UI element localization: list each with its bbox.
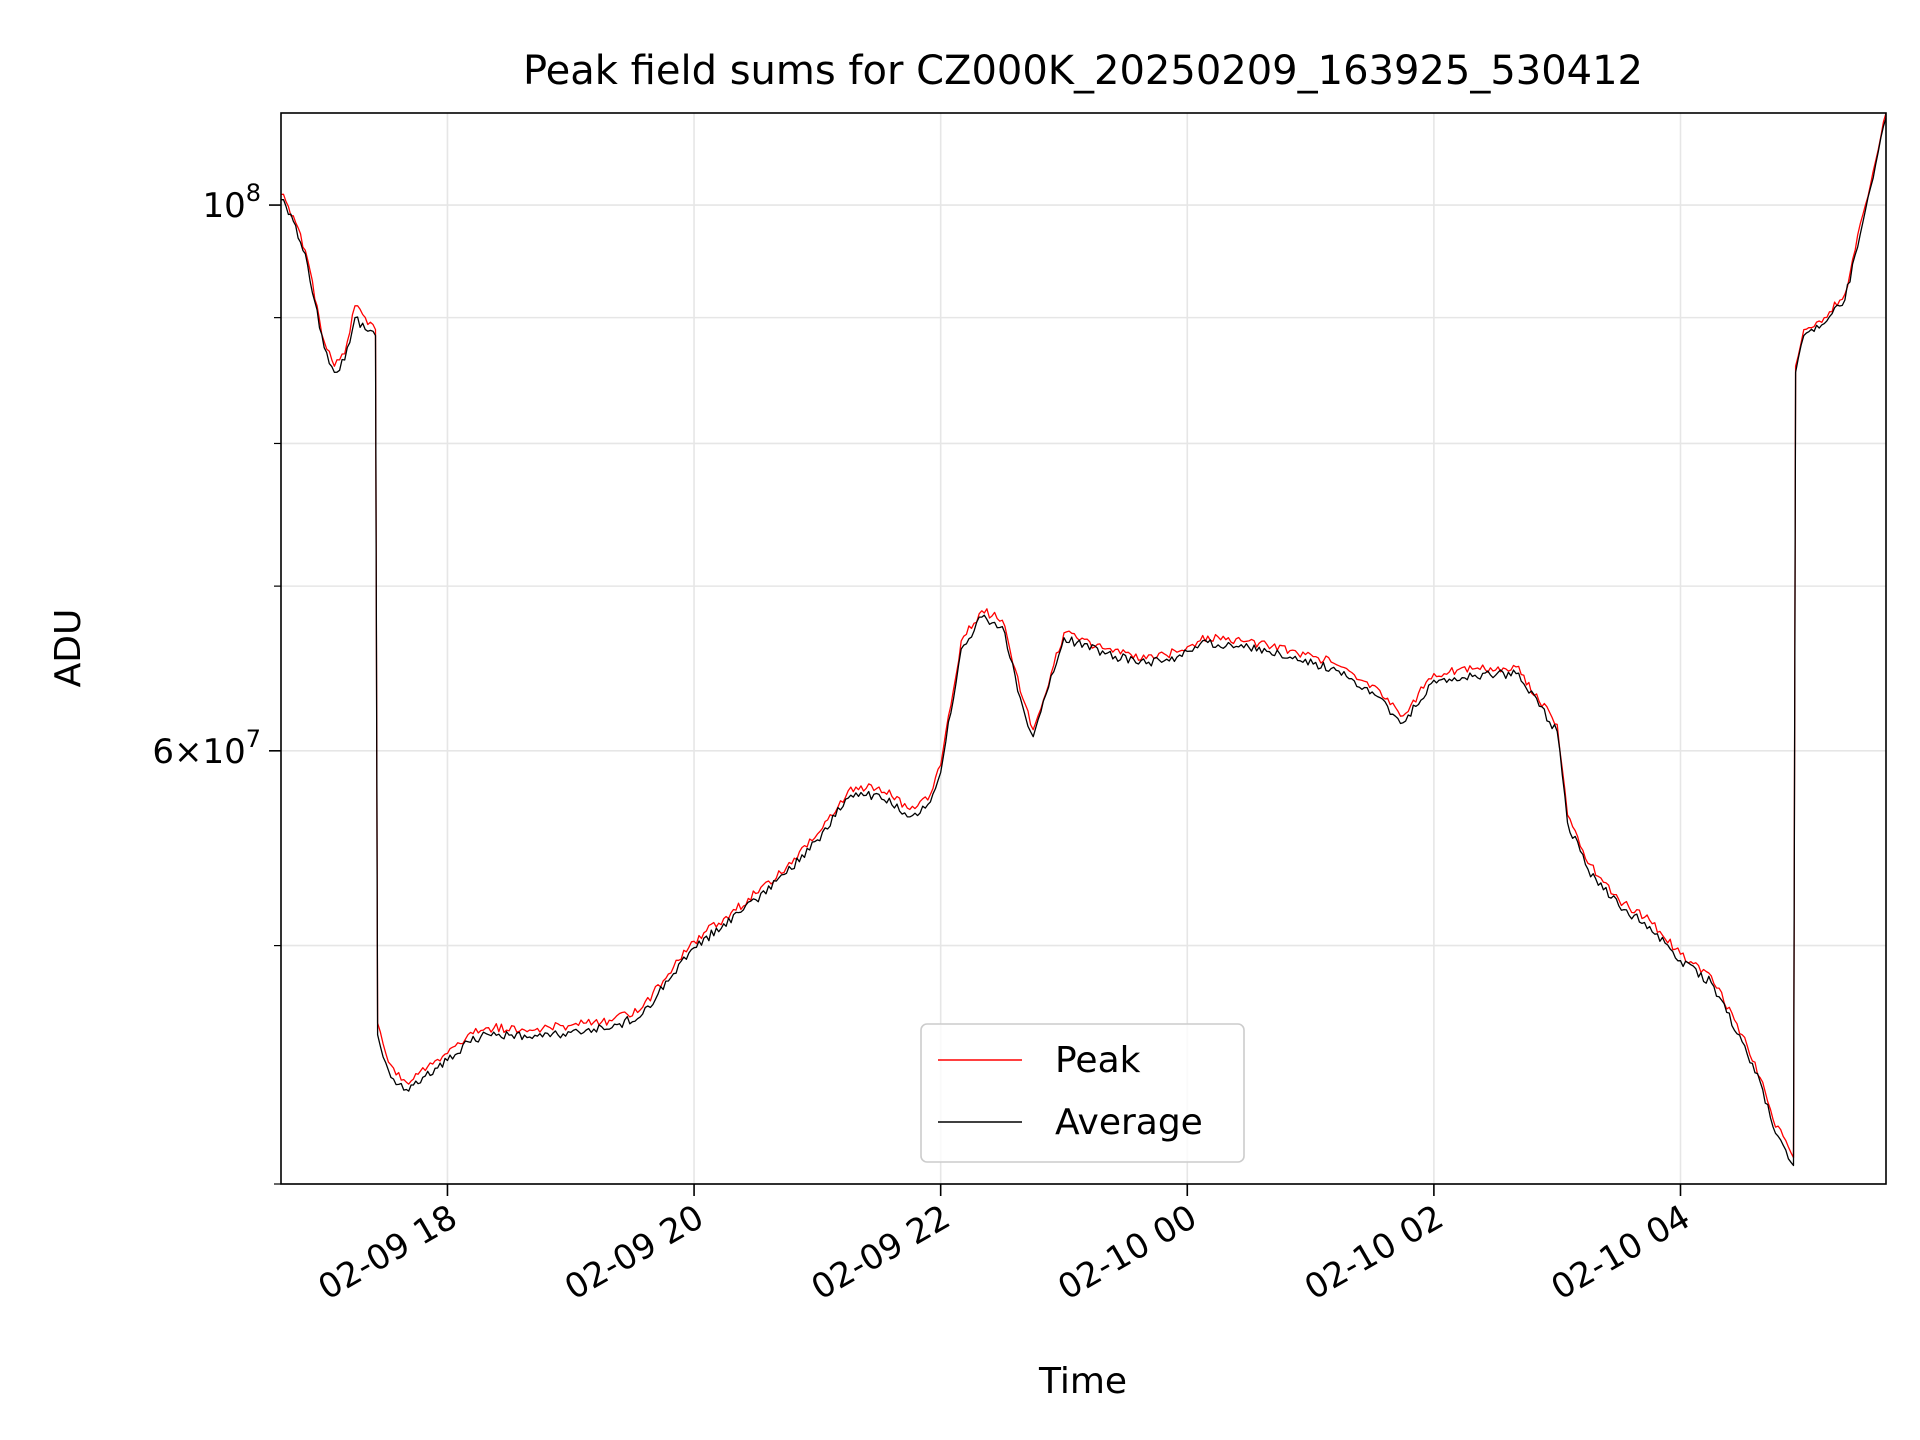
legend-box	[920, 1023, 1245, 1163]
y-axis: 108 6×107	[152, 179, 281, 1185]
x-axis-label: Time	[1038, 1361, 1127, 1402]
y-tick-label: 6×107	[152, 725, 261, 772]
series-lines	[280, 112, 1887, 1167]
y-axis-label: ADU	[48, 609, 89, 688]
grid	[281, 113, 1886, 1185]
plot-frame	[280, 112, 1887, 1185]
y-tick-label: 108	[202, 179, 261, 226]
series-line-average	[280, 117, 1887, 1167]
legend-label-peak: Peak	[1055, 1040, 1141, 1081]
legend-label-average: Average	[1055, 1102, 1203, 1143]
legend: Peak Average	[920, 1023, 1245, 1163]
chart-title: Peak field sums for CZ000K_20250209_1639…	[523, 48, 1643, 94]
